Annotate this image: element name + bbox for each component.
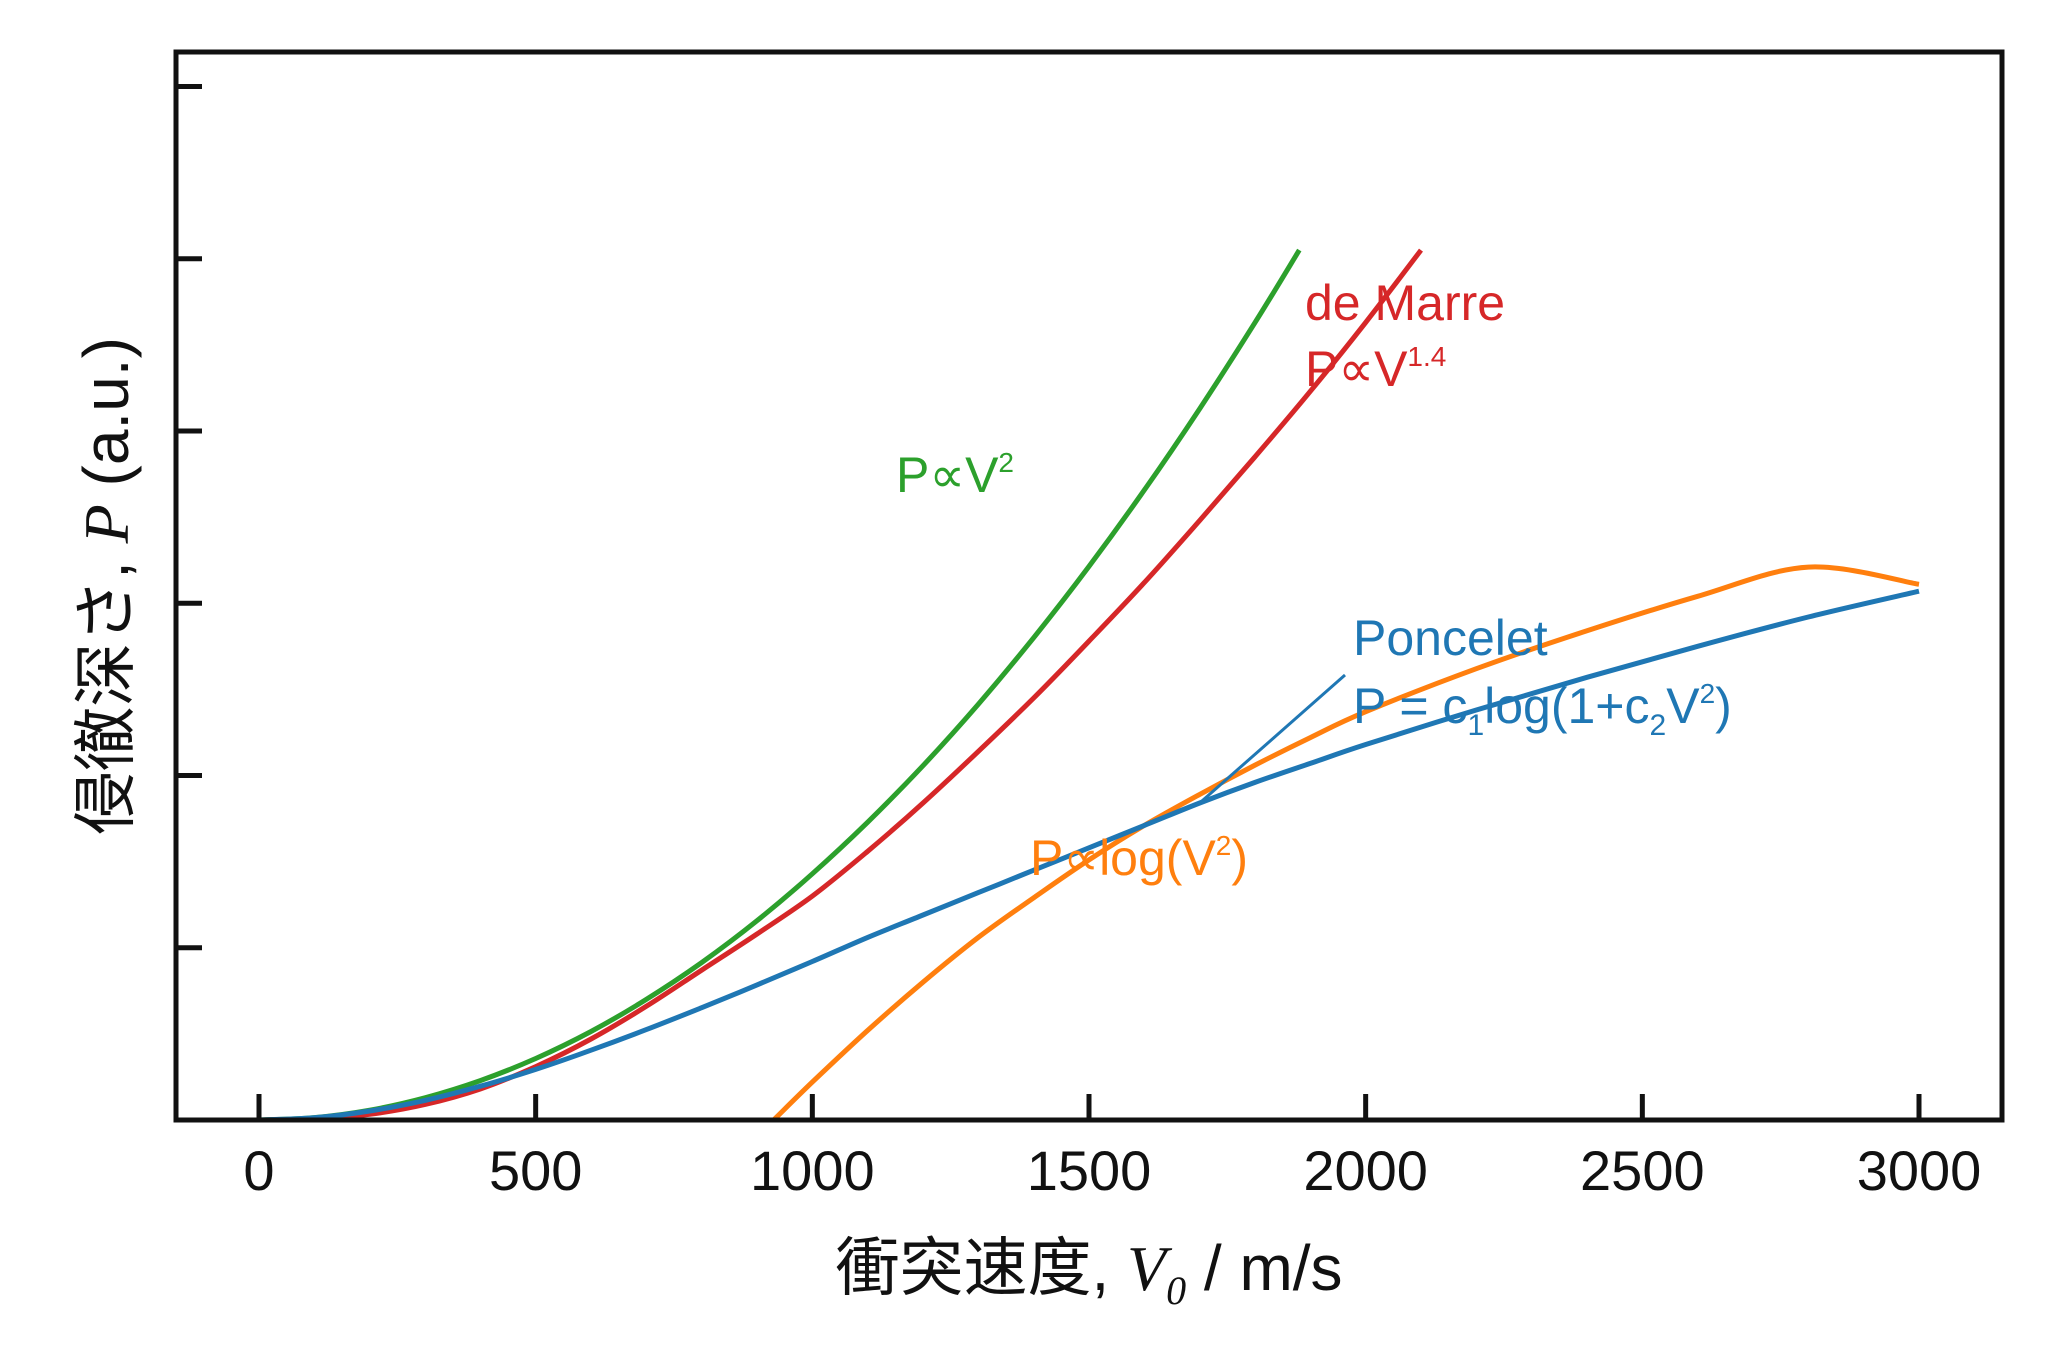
x-axis-title-unit: / m/s: [1186, 1232, 1342, 1304]
annotation-logv2-line-1: P∝log(V2): [1030, 830, 1248, 886]
annotation-v2-line-1: P∝V2: [896, 447, 1014, 503]
annotation-segment: 2: [1700, 678, 1716, 709]
annotation-demarre-line-2: P∝V1.4: [1305, 341, 1446, 397]
x-tick-label: 500: [489, 1139, 582, 1202]
y-axis-title: 侵徹深さ, P (a.u.): [70, 337, 142, 835]
x-tick-label: 2000: [1303, 1139, 1428, 1202]
series-line-demarre: [258, 248, 1423, 1120]
annotation-segment: P∝V: [1305, 341, 1408, 397]
annotation-demarre-line-1: de Marre: [1305, 275, 1505, 331]
annotation-segment: P = c: [1353, 678, 1467, 734]
annotation-segment: 2: [1216, 830, 1232, 861]
annotation-segment: de Marre: [1305, 275, 1505, 331]
series-line-v2: [258, 248, 1302, 1120]
annotation-segment: 2: [998, 447, 1014, 478]
x-tick-label: 0: [243, 1139, 274, 1202]
annotation-segment: 1.4: [1407, 341, 1446, 372]
annotation-segment: P∝V: [896, 447, 999, 503]
annotation-segment: 2: [1650, 709, 1667, 742]
series-line-logv2: [771, 564, 1920, 1120]
series-line-poncelet: [258, 588, 1920, 1120]
annotation-segment: log(1+c: [1484, 678, 1649, 734]
poncelet-leader-line: [1198, 673, 1346, 805]
x-tick-label: 2500: [1580, 1139, 1705, 1202]
x-axis-title-sub: 0: [1166, 1268, 1186, 1313]
x-tick-label: 1000: [750, 1139, 875, 1202]
y-axis-title-prefix: 侵徹深さ,: [70, 543, 142, 835]
x-axis-title: 衝突速度, V0 / m/s: [835, 1232, 1342, 1313]
ticks-group: 0 500 1000 1500 2000 2500 3000: [176, 83, 1982, 1202]
x-axis-title-var: V: [1127, 1233, 1173, 1304]
x-tick-label: 1500: [1027, 1139, 1152, 1202]
x-tick-label: 3000: [1857, 1139, 1982, 1202]
annotation-segment: 1: [1467, 709, 1484, 742]
annotation-segment: ): [1715, 678, 1732, 734]
x-axis-title-prefix: 衝突速度,: [835, 1232, 1127, 1304]
annotation-segment: Poncelet: [1353, 610, 1548, 666]
annotation-segment: P∝log(V: [1030, 830, 1216, 886]
annotation-poncelet-line-1: Poncelet: [1353, 610, 1548, 666]
annotation-poncelet-line-2: P = c1log(1+c2V2): [1353, 678, 1732, 742]
annotation-segment: ): [1231, 830, 1248, 886]
y-axis-title-var: P: [71, 504, 142, 544]
annotation-segment: V: [1666, 678, 1700, 734]
y-axis-title-unit: (a.u.): [70, 337, 142, 504]
